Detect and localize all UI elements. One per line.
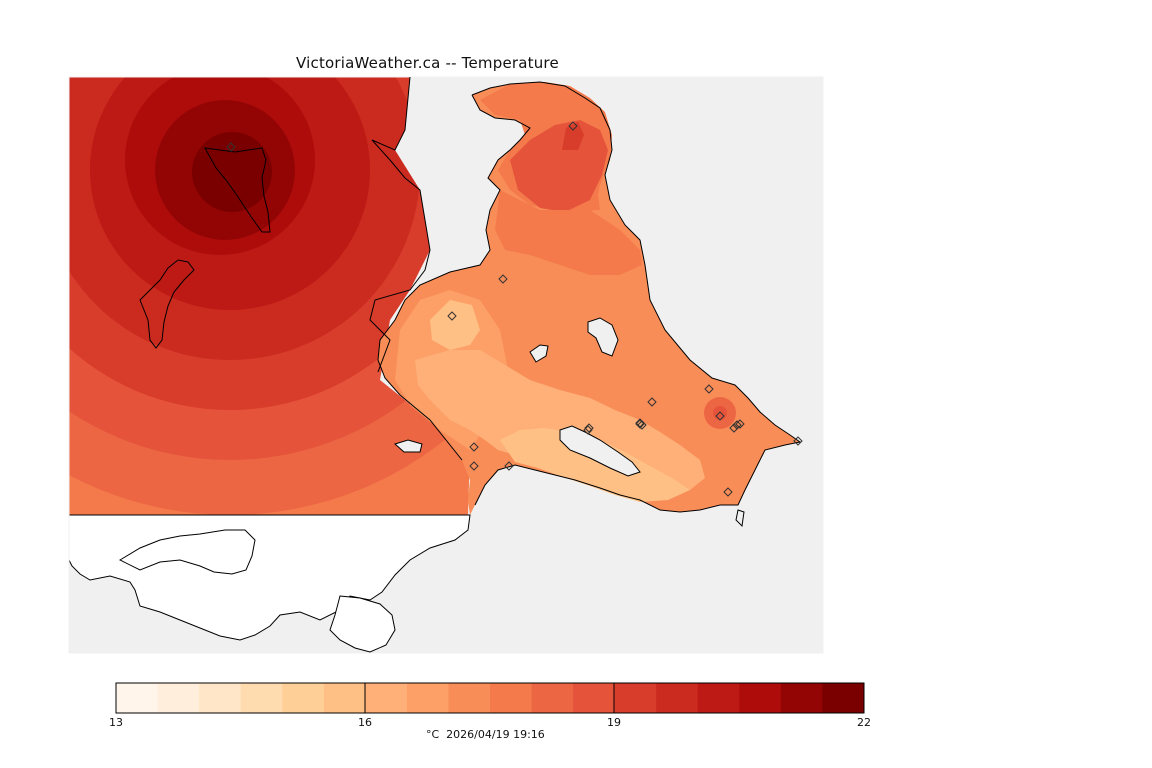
diamond-icon[interactable] [504, 461, 514, 471]
diamond-icon[interactable] [735, 419, 745, 429]
legend-swatch [614, 683, 657, 713]
diamond-icon[interactable] [704, 384, 714, 394]
lake [139, 259, 195, 349]
peninsula-land [378, 82, 800, 515]
legend-swatch [697, 683, 740, 713]
legend-swatch [656, 683, 699, 713]
inlet [559, 425, 641, 477]
diamond-icon[interactable] [469, 461, 479, 471]
legend-swatch [573, 683, 616, 713]
legend-swatch [116, 683, 159, 713]
diamond-icon[interactable] [583, 425, 593, 435]
coastline [377, 94, 531, 461]
legend-swatch [490, 683, 533, 713]
lake [204, 147, 271, 233]
legend-swatch [240, 683, 283, 713]
diamond-icon[interactable] [226, 142, 236, 152]
station-markers [226, 121, 803, 497]
diamond-icon[interactable] [647, 397, 657, 407]
legend-swatch [739, 683, 782, 713]
map-frame [68, 76, 824, 654]
south-land [118, 529, 256, 575]
diamond-icon[interactable] [715, 411, 725, 421]
island [735, 509, 745, 528]
diamond-icon[interactable] [469, 442, 479, 452]
diamond-icon[interactable] [498, 274, 508, 284]
south-land [329, 595, 396, 653]
legend-tick: 19 [607, 716, 621, 729]
legend-caption: °C 2026/04/19 19:16 [426, 728, 545, 741]
map-title: VictoriaWeather.ca -- Temperature [296, 54, 559, 72]
legend-swatch [780, 683, 823, 713]
coastline [369, 76, 431, 373]
diamond-icon[interactable] [584, 423, 594, 433]
legend-swatch [822, 683, 865, 713]
diamond-icon[interactable] [635, 419, 645, 429]
legend-swatch [157, 683, 200, 713]
legend-tick: 13 [109, 716, 123, 729]
legend-swatch [448, 683, 491, 713]
legend-tick: 22 [857, 716, 871, 729]
lake [394, 439, 423, 453]
lake [587, 317, 619, 357]
legend-tick: 16 [358, 716, 372, 729]
diamond-icon[interactable] [637, 420, 647, 430]
legend-swatch [365, 683, 408, 713]
legend-swatch [282, 683, 325, 713]
diamond-icon[interactable] [729, 423, 739, 433]
legend-swatch [199, 683, 242, 713]
legend-swatch [323, 683, 366, 713]
coastline [471, 81, 802, 513]
diamond-icon[interactable] [447, 311, 457, 321]
lake [529, 344, 549, 363]
legend-swatch [406, 683, 449, 713]
diamond-icon[interactable] [723, 487, 733, 497]
diamond-icon[interactable] [793, 436, 803, 446]
legend-swatch [531, 683, 574, 713]
diamond-icon[interactable] [568, 121, 578, 131]
